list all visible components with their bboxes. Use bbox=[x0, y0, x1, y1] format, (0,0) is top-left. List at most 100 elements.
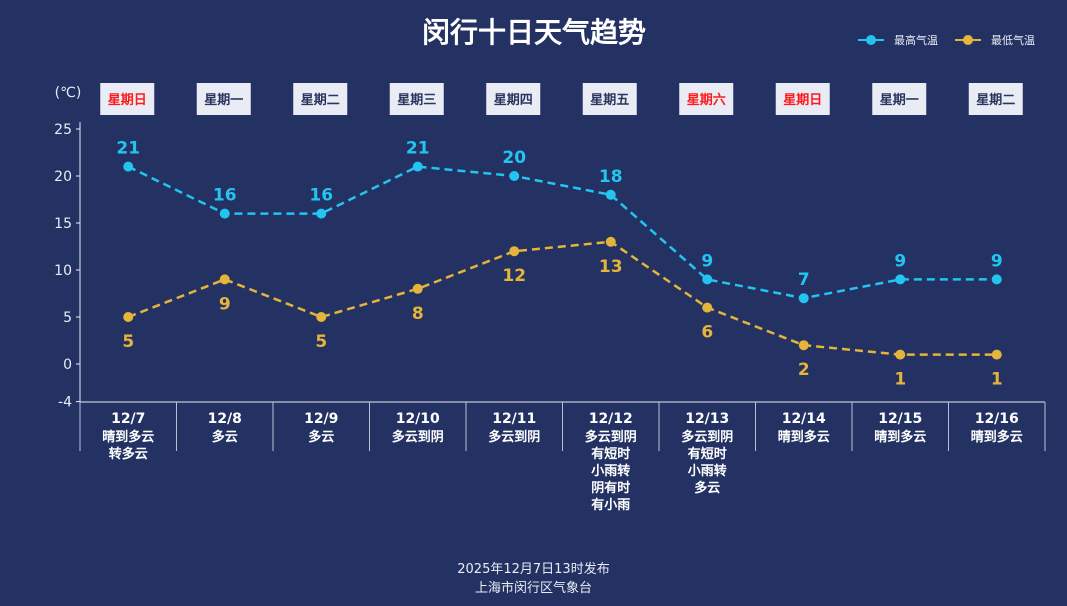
data-point bbox=[123, 161, 134, 172]
date-label: 12/12 bbox=[589, 411, 633, 427]
weekday-box-bg bbox=[100, 83, 155, 115]
data-label: 9 bbox=[219, 294, 231, 314]
weekday-label: 星期五 bbox=[590, 93, 629, 108]
date-label: 12/11 bbox=[492, 411, 536, 427]
data-label: 13 bbox=[599, 257, 623, 277]
data-label: 20 bbox=[502, 148, 526, 168]
legend-label: 最高气温 bbox=[894, 33, 938, 47]
data-point bbox=[798, 293, 809, 304]
x-category: 12/14 晴到多云 bbox=[778, 411, 830, 445]
series-high: 21 16 16 21 20 18 9 7 9 9 bbox=[116, 139, 1003, 304]
data-label: 9 bbox=[991, 251, 1003, 271]
data-label: 8 bbox=[412, 304, 424, 324]
weather-label: 多云到阴 bbox=[488, 429, 540, 445]
weather-label: 多云到阴 bbox=[392, 429, 444, 445]
weekday-box: 星期日 bbox=[775, 83, 830, 115]
date-label: 12/16 bbox=[975, 411, 1019, 427]
weekday-label: 星期日 bbox=[108, 93, 147, 108]
weekday-box-bg bbox=[679, 83, 734, 115]
weekday-box: 星期一 bbox=[196, 83, 251, 115]
data-point bbox=[219, 208, 230, 219]
date-label: 12/8 bbox=[208, 411, 242, 427]
data-label: 16 bbox=[213, 186, 237, 206]
weather-label: 晴到多云 bbox=[778, 429, 830, 445]
weekday-label: 星期一 bbox=[880, 93, 919, 108]
publisher: 上海市闵行区气象台 bbox=[474, 581, 592, 596]
data-point bbox=[509, 246, 520, 257]
weekday-box: 星期五 bbox=[582, 83, 637, 115]
weekday-box-bg bbox=[196, 83, 251, 115]
data-point bbox=[412, 283, 423, 294]
weekday-label: 星期二 bbox=[301, 93, 340, 108]
data-label: 9 bbox=[701, 251, 713, 271]
legend-item-1: 最低气温 bbox=[955, 33, 1035, 47]
y-tick-label: 10 bbox=[54, 263, 72, 279]
data-label: 5 bbox=[122, 332, 134, 352]
weekday-box: 星期六 bbox=[679, 83, 734, 115]
series-line bbox=[127, 240, 997, 356]
weekday-box-bg bbox=[582, 83, 637, 115]
publish-time: 2025年12月7日13时发布 bbox=[457, 562, 610, 577]
weather-label: 多云 bbox=[212, 429, 238, 445]
data-point bbox=[798, 340, 809, 351]
y-axis-unit: (℃) bbox=[55, 85, 82, 101]
x-category: 12/8 多云 bbox=[208, 411, 242, 445]
x-category: 12/15 晴到多云 bbox=[874, 411, 926, 445]
x-category: 12/11 多云到阴 bbox=[488, 411, 540, 445]
legend-marker bbox=[963, 35, 973, 45]
data-point bbox=[316, 312, 327, 322]
data-point bbox=[895, 349, 906, 360]
weekday-box-bg bbox=[872, 83, 927, 115]
weather-label: 转多云 bbox=[109, 446, 148, 462]
weekday-box: 星期四 bbox=[486, 83, 541, 115]
weekday-label: 星期二 bbox=[976, 93, 1015, 108]
series-line bbox=[127, 165, 997, 300]
data-point bbox=[123, 312, 134, 322]
data-label: 21 bbox=[116, 139, 140, 159]
y-tick-label: 25 bbox=[54, 122, 72, 138]
data-label: 7 bbox=[798, 270, 810, 290]
data-label: 9 bbox=[894, 251, 906, 271]
weather-label: 有小雨 bbox=[591, 497, 630, 513]
date-label: 12/14 bbox=[782, 411, 826, 427]
data-label: 1 bbox=[991, 370, 1003, 390]
weekday-label: 星期四 bbox=[494, 93, 533, 108]
data-point bbox=[316, 208, 327, 219]
x-category: 12/10 多云到阴 bbox=[392, 411, 444, 445]
legend-label: 最低气温 bbox=[991, 33, 1035, 47]
data-label: 2 bbox=[798, 360, 810, 380]
y-tick-label: -4 bbox=[58, 395, 72, 411]
data-point bbox=[605, 189, 616, 200]
data-point bbox=[702, 302, 713, 313]
data-label: 1 bbox=[894, 370, 906, 390]
data-point bbox=[702, 274, 713, 285]
x-category: 12/16 晴到多云 bbox=[971, 411, 1023, 445]
y-tick-label: 20 bbox=[54, 169, 72, 185]
chart-title: 闵行十日天气趋势 bbox=[422, 16, 646, 49]
weekday-box: 星期日 bbox=[100, 83, 155, 115]
date-label: 12/7 bbox=[111, 411, 145, 427]
weather-label: 晴到多云 bbox=[874, 429, 926, 445]
weekday-box-bg bbox=[486, 83, 541, 115]
weekday-label: 星期日 bbox=[783, 93, 822, 108]
data-point bbox=[605, 236, 616, 247]
y-tick-label: 0 bbox=[63, 357, 72, 373]
data-point bbox=[412, 161, 423, 172]
weather-label: 多云到阴 bbox=[585, 429, 637, 445]
weather-label: 小雨转 bbox=[688, 463, 727, 479]
data-label: 5 bbox=[315, 332, 327, 352]
date-label: 12/10 bbox=[396, 411, 440, 427]
weekday-box: 星期三 bbox=[389, 83, 444, 115]
weekday-box-bg bbox=[389, 83, 444, 115]
legend-item-0: 最高气温 bbox=[858, 33, 938, 47]
weather-label: 多云到阴 bbox=[681, 429, 733, 445]
weekday-row: 星期日 星期一 星期二 星期三 星期四 星期五 星期六 星期日 星期一 星期二 bbox=[100, 83, 1023, 115]
legend: 最高气温 最低气温 bbox=[858, 33, 1035, 47]
data-point bbox=[991, 349, 1002, 360]
weather-label: 小雨转 bbox=[591, 463, 630, 479]
